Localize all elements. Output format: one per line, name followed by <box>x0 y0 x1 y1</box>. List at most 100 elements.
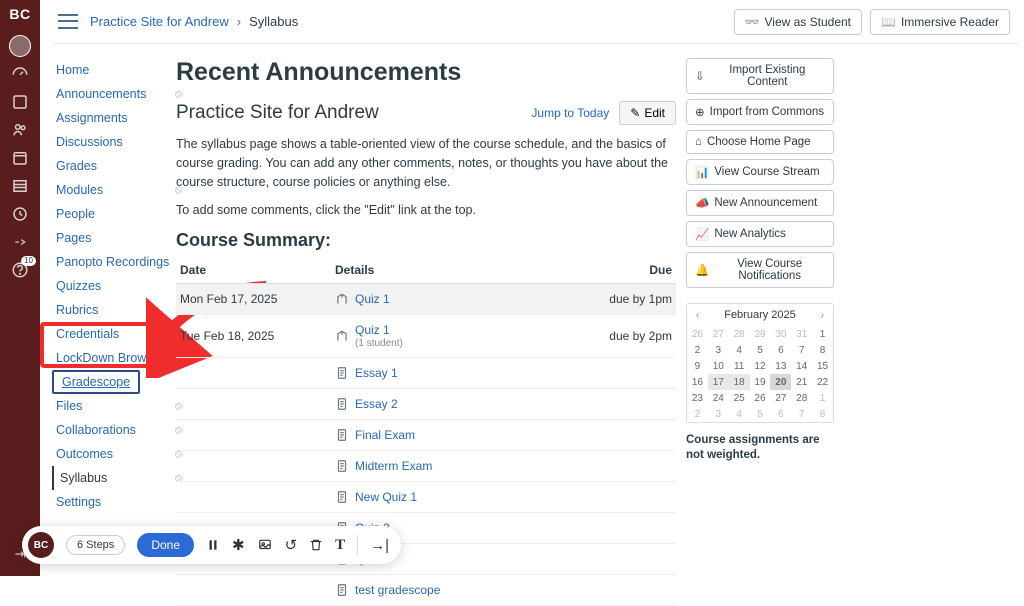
sidebar-item-panopto-recordings[interactable]: Panopto Recordings <box>52 250 172 274</box>
hamburger-icon[interactable] <box>58 12 78 32</box>
calendar-day[interactable]: 30 <box>770 326 791 342</box>
text-icon[interactable]: T <box>335 537 345 554</box>
assignment-link[interactable]: Quiz 1 <box>355 292 390 306</box>
course-stream-button[interactable]: 📊View Course Stream <box>686 159 834 185</box>
sidebar-item-syllabus[interactable]: Syllabus⦸ <box>52 466 172 490</box>
calendar-day[interactable]: 28 <box>729 326 750 342</box>
calendar-day[interactable]: 7 <box>791 406 812 422</box>
blur-icon[interactable]: ✱ <box>232 536 245 554</box>
course-notifications-button[interactable]: 🔔View Course Notifications <box>686 252 834 288</box>
sidebar-item-pages[interactable]: Pages <box>52 226 172 250</box>
calendar-day[interactable]: 8 <box>812 342 833 358</box>
calendar-day[interactable]: 25 <box>729 390 750 406</box>
sidebar-item-discussions[interactable]: Discussions <box>52 130 172 154</box>
calendar-day[interactable]: 18 <box>729 374 750 390</box>
col-date[interactable]: Date <box>176 257 331 284</box>
pause-icon[interactable] <box>206 538 220 552</box>
assignment-link[interactable]: test gradescope <box>355 583 440 597</box>
sidebar-item-credentials[interactable]: Credentials <box>52 322 172 346</box>
calendar-day[interactable]: 8 <box>812 406 833 422</box>
col-details[interactable]: Details <box>331 257 596 284</box>
immersive-reader-button[interactable]: 📖Immersive Reader <box>870 9 1010 35</box>
history-icon[interactable] <box>0 200 40 228</box>
calendar-day[interactable]: 7 <box>791 342 812 358</box>
calendar-day[interactable]: 5 <box>750 342 771 358</box>
import-commons-button[interactable]: ⊕Import from Commons <box>686 99 834 125</box>
calendar-day[interactable]: 11 <box>729 358 750 374</box>
calendar-prev[interactable]: ‹ <box>693 310 702 321</box>
calendar-day[interactable]: 5 <box>750 406 771 422</box>
sidebar-item-announcements[interactable]: Announcements⦸ <box>52 82 172 106</box>
sidebar-item-lockdown-browser[interactable]: LockDown Browser <box>52 346 172 370</box>
calendar-day[interactable]: 27 <box>708 326 729 342</box>
calendar-day[interactable]: 15 <box>812 358 833 374</box>
assignment-link[interactable]: Quiz 1 <box>355 323 390 337</box>
calendar-day[interactable]: 22 <box>812 374 833 390</box>
calendar-day[interactable]: 6 <box>770 406 791 422</box>
sidebar-item-settings[interactable]: Settings <box>52 490 172 514</box>
calendar-icon[interactable] <box>0 144 40 172</box>
courses-icon[interactable] <box>0 88 40 116</box>
calendar-day[interactable]: 31 <box>791 326 812 342</box>
sidebar-item-collaborations[interactable]: Collaborations⦸ <box>52 418 172 442</box>
calendar-day[interactable]: 6 <box>770 342 791 358</box>
calendar-day[interactable]: 19 <box>750 374 771 390</box>
edit-button[interactable]: ✎Edit <box>619 101 676 125</box>
skip-icon[interactable]: →| <box>370 537 389 554</box>
sidebar-item-grades[interactable]: Grades <box>52 154 172 178</box>
sidebar-item-people[interactable]: People <box>52 202 172 226</box>
sidebar-item-outcomes[interactable]: Outcomes⦸ <box>52 442 172 466</box>
calendar-day[interactable]: 21 <box>791 374 812 390</box>
calendar-day[interactable]: 17 <box>708 374 729 390</box>
sidebar-item-rubrics[interactable]: Rubrics <box>52 298 172 322</box>
calendar-day[interactable]: 14 <box>791 358 812 374</box>
sidebar-item-gradescope[interactable]: Gradescope <box>62 375 130 389</box>
sidebar-item-assignments[interactable]: Assignments <box>52 106 172 130</box>
calendar-day[interactable]: 23 <box>687 390 708 406</box>
assignment-link[interactable]: Essay 2 <box>355 397 398 411</box>
view-as-student-button[interactable]: 👓View as Student <box>734 9 862 35</box>
assignment-link[interactable]: Essay 1 <box>355 366 398 380</box>
jump-to-today-link[interactable]: Jump to Today <box>531 106 609 120</box>
inbox-icon[interactable] <box>0 172 40 200</box>
dashboard-icon[interactable] <box>0 60 40 88</box>
account-icon[interactable] <box>0 32 40 60</box>
calendar-day[interactable]: 9 <box>687 358 708 374</box>
sidebar-item-home[interactable]: Home <box>52 58 172 82</box>
groups-icon[interactable] <box>0 116 40 144</box>
calendar-day[interactable]: 2 <box>687 406 708 422</box>
calendar-day[interactable]: 3 <box>708 342 729 358</box>
steps-count[interactable]: 6 Steps <box>66 535 125 555</box>
assignment-link[interactable]: Midterm Exam <box>355 459 432 473</box>
calendar-day[interactable]: 12 <box>750 358 771 374</box>
import-existing-button[interactable]: ⇩Import Existing Content <box>686 58 834 94</box>
calendar-day[interactable]: 1 <box>812 326 833 342</box>
calendar-day[interactable]: 26 <box>687 326 708 342</box>
calendar-day[interactable]: 4 <box>729 406 750 422</box>
new-analytics-button[interactable]: 📈New Analytics <box>686 221 834 247</box>
calendar-next[interactable]: › <box>818 310 827 321</box>
sidebar-item-quizzes[interactable]: Quizzes <box>52 274 172 298</box>
calendar-day[interactable]: 27 <box>770 390 791 406</box>
sidebar-item-files[interactable]: Files⦸ <box>52 394 172 418</box>
new-announcement-button[interactable]: 📣New Announcement <box>686 190 834 216</box>
undo-icon[interactable]: ↺ <box>285 536 298 554</box>
calendar-day[interactable]: 20 <box>770 374 791 390</box>
institution-logo[interactable]: BC <box>0 2 40 26</box>
commons-icon[interactable] <box>0 228 40 256</box>
calendar-day[interactable]: 10 <box>708 358 729 374</box>
calendar-day[interactable]: 29 <box>750 326 771 342</box>
assignment-link[interactable]: Final Exam <box>355 428 415 442</box>
help-icon[interactable]: 10 <box>0 256 40 284</box>
choose-home-button[interactable]: ⌂Choose Home Page <box>686 130 834 154</box>
calendar-day[interactable]: 3 <box>708 406 729 422</box>
done-button[interactable]: Done <box>137 533 194 557</box>
col-due[interactable]: Due <box>596 257 676 284</box>
calendar-day[interactable]: 28 <box>791 390 812 406</box>
calendar-day[interactable]: 2 <box>687 342 708 358</box>
calendar-day[interactable]: 26 <box>750 390 771 406</box>
calendar-day[interactable]: 4 <box>729 342 750 358</box>
image-icon[interactable] <box>257 538 273 552</box>
calendar-day[interactable]: 16 <box>687 374 708 390</box>
assignment-link[interactable]: New Quiz 1 <box>355 490 417 504</box>
